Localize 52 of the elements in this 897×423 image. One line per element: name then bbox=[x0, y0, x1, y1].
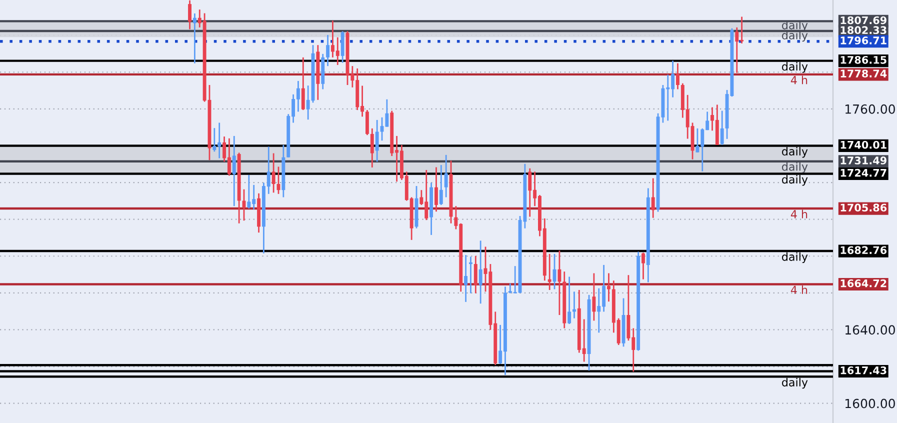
candlestick bbox=[188, 0, 192, 30]
candlestick bbox=[468, 256, 472, 294]
candlestick bbox=[478, 240, 482, 304]
candlestick bbox=[439, 164, 443, 206]
text: 1740.01 bbox=[840, 140, 886, 149]
ref-line-label: daily bbox=[782, 252, 808, 264]
text: 1724.77 bbox=[840, 168, 886, 177]
text: 1802.33 bbox=[840, 26, 886, 34]
y-tick-label: 1760.00 bbox=[845, 104, 895, 114]
ref-line-label: 4 h bbox=[790, 76, 808, 84]
candlestick bbox=[370, 128, 374, 168]
text: 1786.15 bbox=[840, 56, 886, 64]
candlestick bbox=[242, 188, 246, 222]
text: 1807.69 bbox=[840, 16, 886, 24]
candlestick bbox=[464, 254, 468, 303]
candlestick bbox=[272, 152, 276, 194]
candlestick bbox=[375, 119, 379, 162]
candlestick bbox=[365, 109, 369, 136]
candlestick bbox=[720, 110, 724, 146]
candlestick bbox=[592, 272, 596, 322]
candlestick bbox=[548, 253, 552, 291]
ref-line-label: daily bbox=[782, 30, 808, 42]
candlestick bbox=[340, 30, 344, 64]
candlestick bbox=[558, 250, 562, 316]
candlestick bbox=[232, 135, 236, 207]
candlestick bbox=[444, 154, 448, 198]
text: 1664.72 bbox=[840, 279, 886, 288]
y-tick-label: 1600.00 bbox=[845, 398, 895, 408]
ref-line-label: daily bbox=[782, 62, 808, 73]
candlestick bbox=[607, 272, 610, 302]
y-tick-label: 1640.00 bbox=[845, 325, 895, 335]
candlestick bbox=[676, 62, 680, 90]
ref-line-label: daily bbox=[782, 162, 808, 173]
candlestick bbox=[192, 12, 196, 64]
text: 1796.71 bbox=[840, 36, 886, 44]
text: 1705.86 bbox=[840, 204, 887, 212]
ref-line-label: 4 h bbox=[790, 210, 808, 218]
candlestick bbox=[301, 56, 305, 111]
candlestick bbox=[434, 166, 438, 212]
text: 1731.49 bbox=[840, 156, 886, 164]
candlestick bbox=[326, 34, 330, 67]
candlestick bbox=[642, 252, 645, 280]
candlestick bbox=[568, 276, 572, 325]
ref-line-label: 4 h bbox=[790, 285, 808, 294]
candlestick bbox=[474, 255, 478, 294]
text: 1778.74 bbox=[840, 70, 887, 78]
text: 1682.76 bbox=[840, 246, 887, 254]
ref-line-label: daily bbox=[782, 146, 808, 158]
ref-line-label: daily bbox=[782, 174, 808, 186]
ref-line-label: daily bbox=[782, 378, 808, 389]
text: 1617.43 bbox=[840, 366, 886, 374]
candlestick bbox=[651, 178, 655, 219]
